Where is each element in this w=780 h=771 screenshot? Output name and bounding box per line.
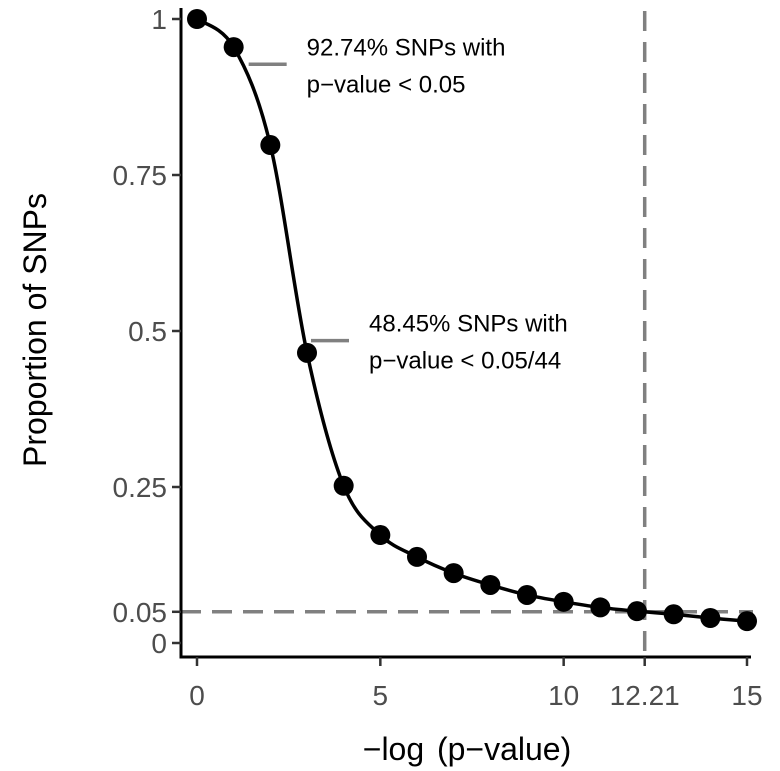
y-tick-label: 0.75	[113, 160, 168, 191]
y-axis-title: Proportion of SNPs	[17, 193, 53, 467]
y-tick-label: 0	[151, 628, 167, 659]
y-tick-label: 0.05	[113, 597, 168, 628]
data-point	[553, 591, 574, 612]
annotation-text: p−value < 0.05	[307, 71, 466, 98]
data-point	[333, 475, 354, 496]
series	[187, 9, 757, 632]
annotation-text: p−value < 0.05/44	[369, 348, 561, 375]
data-point	[223, 37, 244, 58]
annotations: 92.74% SNPs with p−value < 0.05 48.45% SNP…	[248, 34, 568, 375]
data-point	[480, 574, 501, 595]
data-point	[297, 342, 317, 363]
annotation-text: 92.74% SNPs with	[307, 34, 506, 61]
data-point	[187, 9, 207, 29]
y-tick-label: 0.5	[128, 316, 167, 347]
data-point	[370, 525, 391, 546]
y-tick-label: 0.25	[113, 472, 168, 503]
data-point	[700, 608, 721, 629]
data-point	[627, 601, 647, 622]
annotation-text: 48.45% SNPs with	[369, 311, 568, 338]
data-point	[260, 135, 281, 156]
x-tick-label: 15	[731, 680, 762, 711]
x-tick-label: 5	[373, 680, 389, 711]
x-tick-label: 10	[548, 680, 579, 711]
data-point	[590, 597, 611, 618]
x-axis-title: −log (p−value)	[363, 731, 572, 767]
x-tick-label: 12.21	[610, 680, 680, 711]
y-tick-label: 1	[151, 4, 167, 35]
data-point	[407, 546, 427, 567]
data-point	[443, 563, 464, 584]
x-tick-label: 0	[189, 680, 205, 711]
data-point	[737, 611, 757, 632]
data-point	[663, 604, 684, 625]
data-point	[517, 584, 537, 605]
